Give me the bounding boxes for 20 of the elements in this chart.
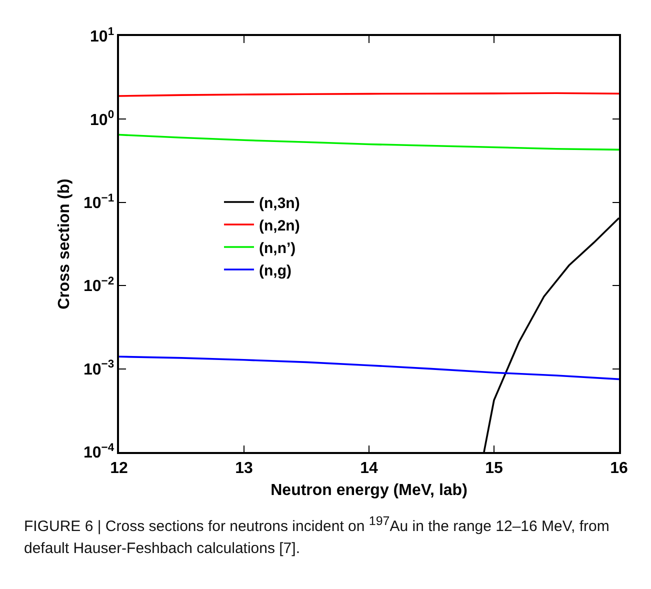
x-tick-label: 12 xyxy=(110,460,128,477)
line-series xyxy=(119,134,619,151)
legend-label: (n,3n) xyxy=(259,194,300,212)
y-axis-title: Cross section (b) xyxy=(56,178,73,310)
y-tick-label: 10$^{−4}$ xyxy=(83,442,115,462)
x-tick-label: 16 xyxy=(610,460,628,477)
legend-label: (n,g) xyxy=(259,262,292,280)
y-tick-label: 10$^{−1}$ xyxy=(83,192,114,212)
legend-label: (n,n’) xyxy=(259,240,296,257)
text: FIGURE 6 | Cross sections for neutrons incident on $^{197}$Au in the range 12–16 MeV, from default Hauser-Feshbach calculations [7]. xyxy=(24,514,610,557)
line-series xyxy=(119,356,619,380)
y-tick-label: 10$^{−2}$ xyxy=(83,275,114,296)
x-tick-label: 14 xyxy=(360,460,378,477)
y-tick-label: 10$^{−3}$ xyxy=(83,358,114,378)
legend-label: (n,2n) xyxy=(259,217,300,234)
y-tick-label: 10$^{1}$ xyxy=(90,26,114,46)
x-tick-label: 13 xyxy=(235,460,253,477)
y-tick-label: 10$^{0}$ xyxy=(90,109,114,129)
x-axis-title: Neutron energy (MeV, lab) xyxy=(270,482,468,500)
x-tick-label: 15 xyxy=(485,460,503,477)
